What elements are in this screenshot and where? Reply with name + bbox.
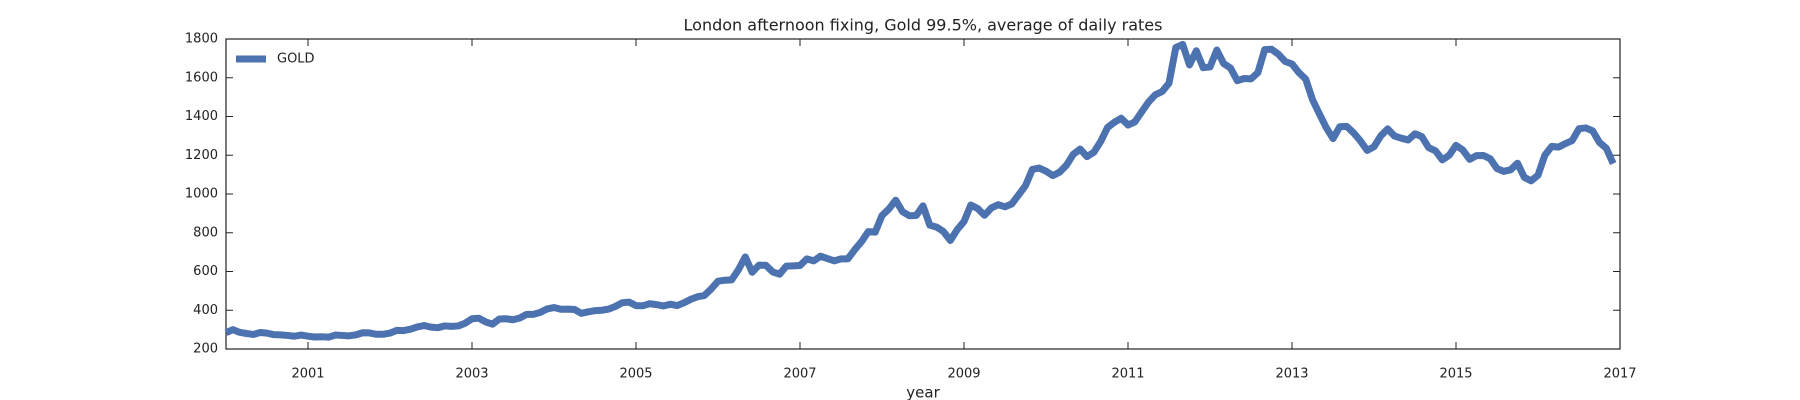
x-tick-label: 2007 [783,367,816,382]
x-tick-label: 2001 [291,367,324,382]
y-tick-label: 200 [193,342,218,357]
x-tick-label: 2013 [1275,367,1308,382]
y-tick-label: 600 [193,264,218,279]
x-tick-label: 2009 [947,367,980,382]
x-tick-label: 2015 [1439,367,1472,382]
legend-label: GOLD [277,52,315,67]
x-axis-label: year [906,384,940,400]
y-tick-label: 1800 [185,32,218,47]
plot-frame [225,38,1621,350]
y-tick-label: 800 [193,225,218,240]
y-tick-label: 1200 [185,148,218,163]
x-tick-label: 2017 [1603,367,1636,382]
chart-title: London afternoon fixing, Gold 99.5%, ave… [684,16,1163,35]
data-line [224,40,1617,341]
y-tick-label: 400 [193,303,218,318]
y-tick-label: 1600 [185,70,218,85]
y-tick-label: 1400 [185,109,218,124]
x-tick-label: 2005 [619,367,652,382]
x-tick-label: 2011 [1111,367,1144,382]
x-tick-label: 2003 [455,367,488,382]
y-tick-label: 1000 [185,187,218,202]
